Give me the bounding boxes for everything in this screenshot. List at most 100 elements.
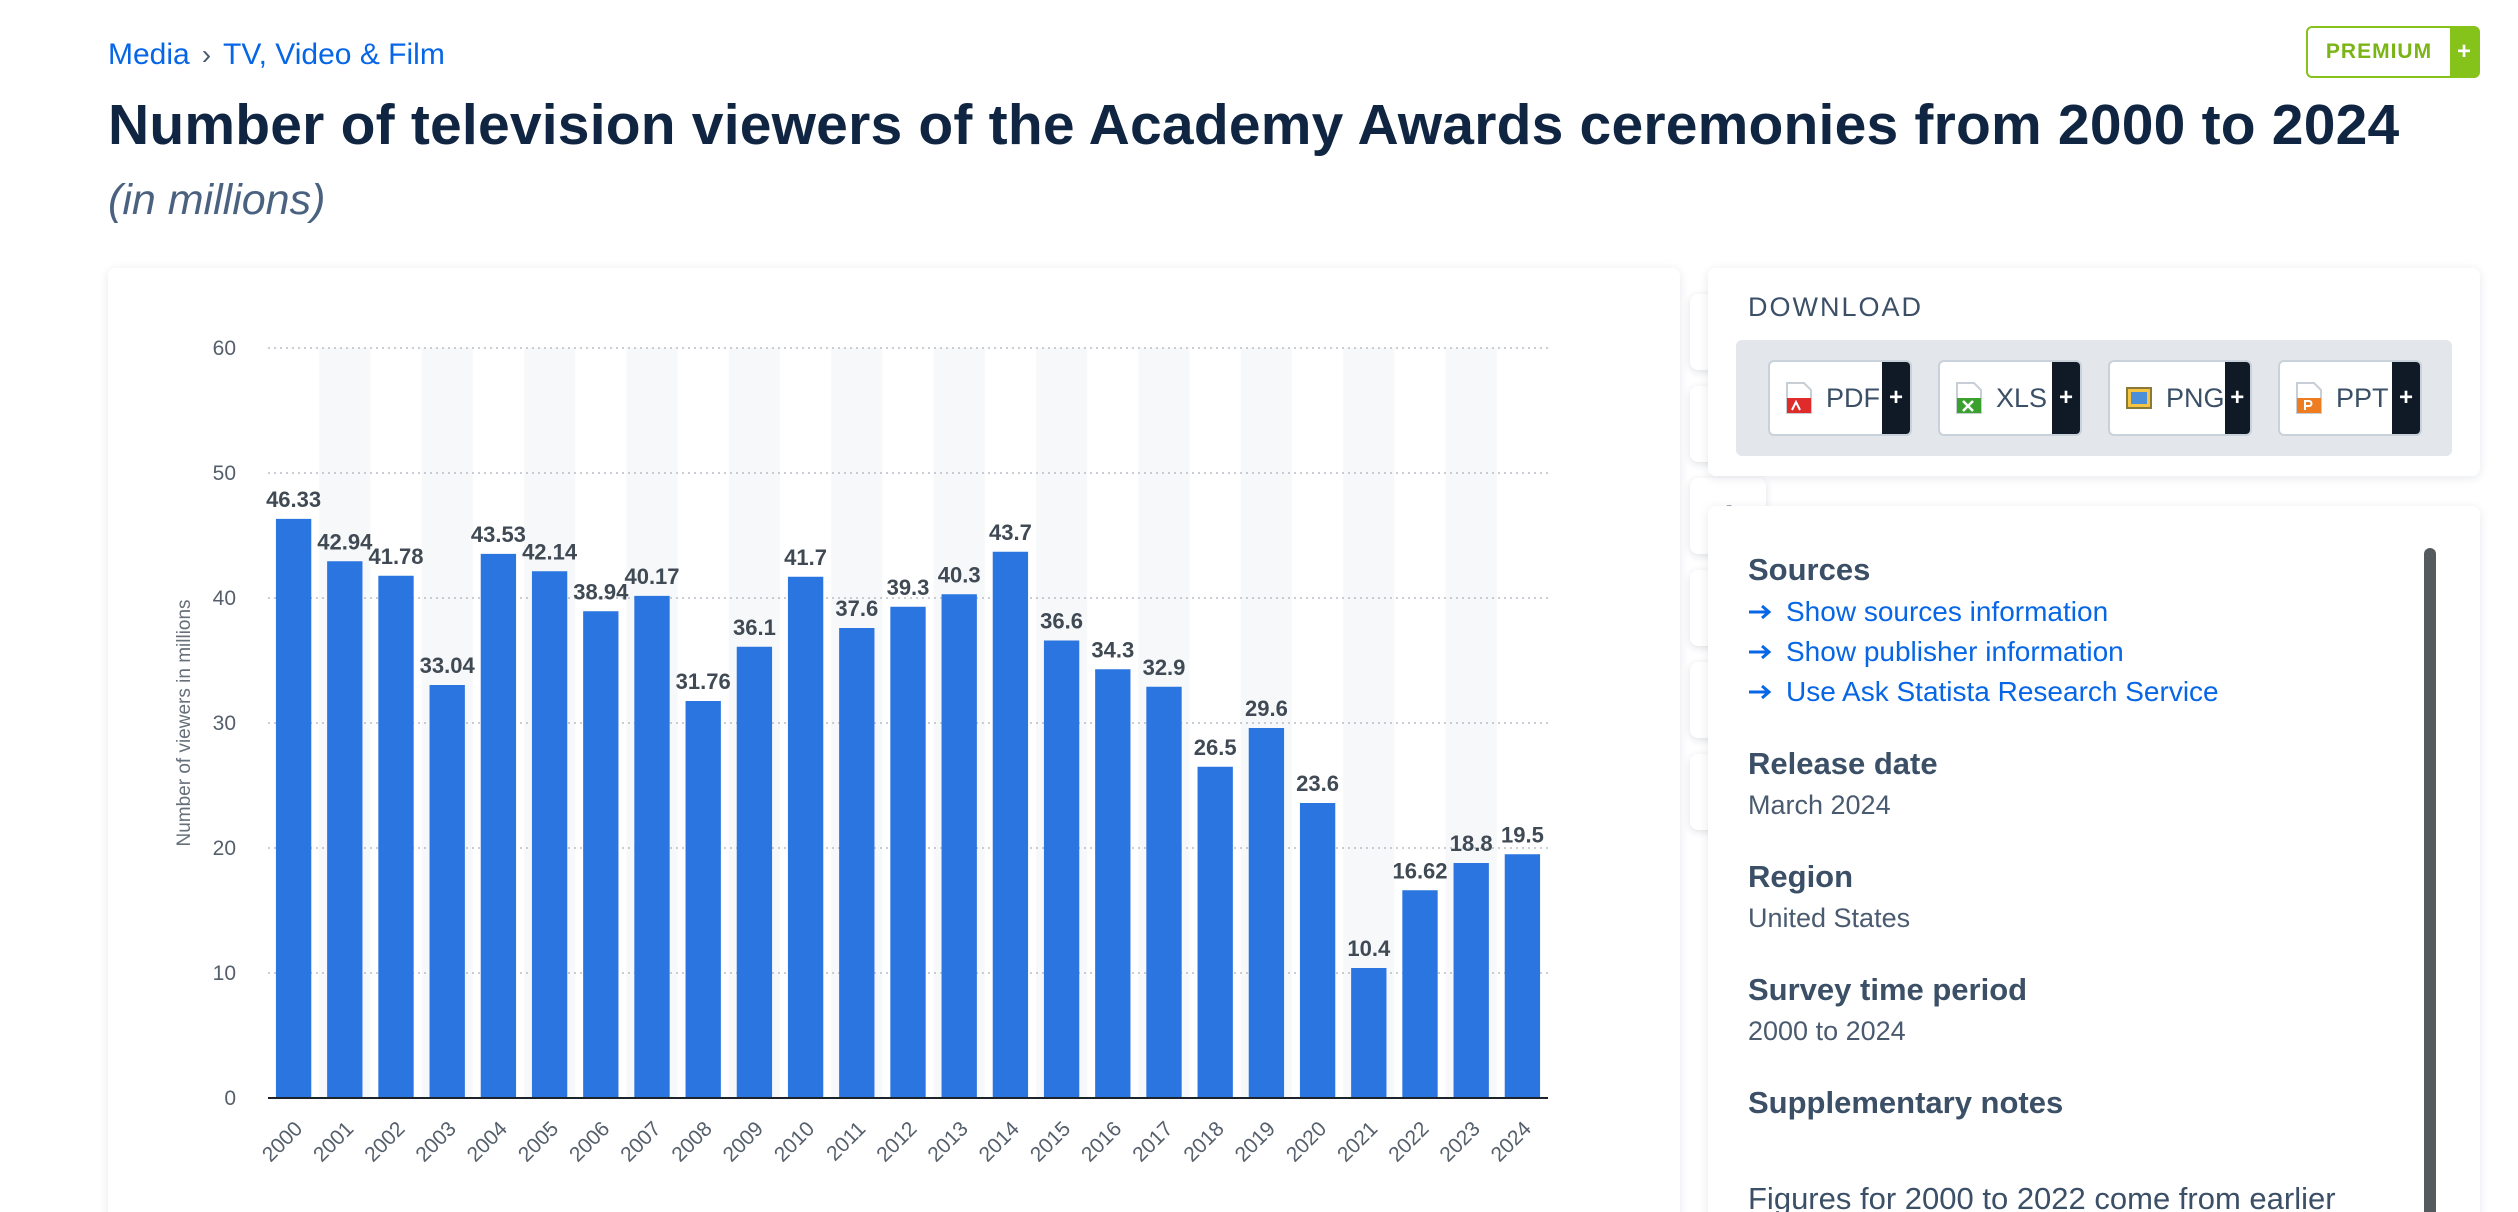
data-label-2016: 34.3 — [1091, 637, 1134, 662]
info-card: Sources Show sources information Show pu… — [1708, 506, 2480, 1212]
data-label-2001: 42.94 — [317, 529, 373, 554]
breadcrumb-category-link[interactable]: TV, Video & Film — [223, 38, 445, 71]
ppt-file-icon — [2296, 382, 2322, 414]
x-tick-label-2021: 2021 — [1333, 1117, 1382, 1166]
x-tick-label-2009: 2009 — [719, 1117, 768, 1166]
download-card: DOWNLOAD PDF + XLS + PNG + P — [1708, 268, 2480, 476]
download-png-button[interactable]: PNG + — [2108, 360, 2252, 436]
show-sources-link[interactable]: Show sources information — [1748, 596, 2408, 628]
data-label-2023: 18.8 — [1450, 831, 1493, 856]
bar-2018 — [1197, 766, 1233, 1098]
bar-chart: 0 10 20 30 40 50 60 Number of viewers in millio… — [174, 337, 1548, 1167]
data-label-2014: 43.7 — [989, 520, 1032, 545]
bar-2022 — [1402, 890, 1438, 1098]
x-tick-label-2020: 2020 — [1282, 1117, 1331, 1166]
data-label-2021: 10.4 — [1347, 936, 1391, 961]
premium-button[interactable]: PREMIUM + — [2306, 26, 2480, 78]
y-tick-label: 50 — [213, 462, 236, 485]
data-label-2005: 42.14 — [522, 539, 578, 564]
data-label-2010: 41.7 — [784, 545, 827, 570]
bar-2014 — [992, 551, 1029, 1098]
release-date-heading: Release date — [1748, 746, 1938, 781]
info-content: Sources Show sources information Show pu… — [1748, 552, 2408, 1212]
download-xls-label: XLS — [1996, 382, 2048, 413]
png-file-icon — [2126, 382, 2152, 414]
bar-2004 — [480, 553, 517, 1098]
download-xls-button[interactable]: XLS + — [1938, 360, 2082, 436]
x-tick-label-2023: 2023 — [1435, 1117, 1484, 1166]
download-bar: PDF + XLS + PNG + PPT + — [1736, 340, 2452, 456]
x-tick-label-2002: 2002 — [360, 1117, 409, 1166]
x-tick-label-2016: 2016 — [1077, 1117, 1126, 1166]
bar-2020 — [1299, 803, 1336, 1098]
download-pdf-button[interactable]: PDF + — [1768, 360, 1912, 436]
y-tick-label: 10 — [213, 962, 236, 985]
survey-period-heading: Survey time period — [1748, 972, 2028, 1007]
download-ppt-label: PPT — [2336, 382, 2389, 413]
bar-2024 — [1504, 854, 1541, 1098]
y-tick-label: 30 — [213, 712, 236, 735]
x-tick-label-2010: 2010 — [770, 1117, 819, 1166]
data-label-2019: 29.6 — [1245, 696, 1288, 721]
data-label-2008: 31.76 — [676, 669, 731, 694]
arrow-right-icon — [1748, 604, 1772, 620]
bar-2015 — [1043, 640, 1080, 1098]
chart-card: 0 10 20 30 40 50 60 Number of viewers in millio… — [108, 268, 1766, 1212]
pdf-file-icon — [1786, 382, 1812, 414]
bar-2007 — [634, 595, 670, 1098]
ask-statista-label: Use Ask Statista Research Service — [1786, 676, 2219, 707]
bar-2000 — [275, 518, 312, 1098]
data-label-2012: 39.3 — [887, 575, 930, 600]
xls-file-icon — [1956, 382, 1982, 414]
bar-2019 — [1248, 728, 1285, 1098]
bar-2001 — [327, 561, 363, 1098]
x-tick-label-2015: 2015 — [1026, 1117, 1075, 1166]
premium-label: PREMIUM — [2325, 40, 2433, 63]
bar-2016 — [1095, 669, 1131, 1098]
download-pdf-plus-icon: + — [1882, 362, 1910, 434]
x-tick-label-2005: 2005 — [514, 1117, 563, 1166]
arrow-right-icon — [1748, 644, 1772, 660]
download-title: DOWNLOAD — [1748, 292, 1924, 322]
y-tick-label: 20 — [213, 837, 236, 860]
x-tick-label-2022: 2022 — [1384, 1117, 1433, 1166]
bar-2009 — [736, 646, 773, 1098]
data-label-2018: 26.5 — [1194, 735, 1237, 760]
download-xls-plus-icon: + — [2052, 362, 2080, 434]
show-publisher-link[interactable]: Show publisher information — [1748, 636, 2408, 668]
data-label-2006: 38.94 — [573, 579, 629, 604]
region-heading: Region — [1748, 859, 1854, 894]
bar-2002 — [378, 575, 414, 1098]
data-label-2009: 36.1 — [733, 615, 776, 640]
arrow-right-icon — [1748, 684, 1772, 700]
data-label-2013: 40.3 — [938, 562, 981, 587]
bar-2013 — [941, 594, 977, 1098]
x-tick-label-2000: 2000 — [258, 1117, 307, 1166]
download-png-label: PNG — [2166, 382, 2225, 413]
download-png-plus-icon: + — [2224, 362, 2250, 434]
ask-statista-link[interactable]: Use Ask Statista Research Service — [1748, 676, 2408, 708]
info-scrollbar[interactable] — [2424, 548, 2436, 1212]
download-ppt-button[interactable]: PPT + — [2278, 360, 2422, 436]
sources-heading: Sources — [1748, 552, 1871, 587]
x-tick-label-2003: 2003 — [411, 1117, 460, 1166]
x-tick-label-2017: 2017 — [1128, 1117, 1177, 1166]
bar-2003 — [429, 685, 465, 1098]
breadcrumb-media-link[interactable]: Media — [108, 38, 190, 71]
y-tick-label: 60 — [213, 337, 236, 360]
supplementary-notes-text: Figures for 2000 to 2022 come from earli… — [1748, 1181, 2336, 1212]
bar-2023 — [1453, 863, 1489, 1098]
bar-2010 — [787, 576, 824, 1098]
survey-period-value: 2000 to 2024 — [1748, 1016, 1906, 1046]
download-pdf-label: PDF — [1826, 382, 1880, 413]
y-tick-label: 0 — [224, 1087, 236, 1110]
data-label-2017: 32.9 — [1143, 655, 1186, 680]
x-tick-label-2006: 2006 — [565, 1117, 614, 1166]
data-label-2011: 37.6 — [835, 596, 878, 621]
bar-2008 — [685, 701, 721, 1098]
x-tick-label-2001: 2001 — [309, 1117, 358, 1166]
show-sources-label: Show sources information — [1786, 596, 2109, 627]
breadcrumb-separator: › — [201, 39, 212, 70]
x-tick-label-2004: 2004 — [463, 1117, 513, 1167]
x-tick-label-2011: 2011 — [822, 1117, 870, 1165]
